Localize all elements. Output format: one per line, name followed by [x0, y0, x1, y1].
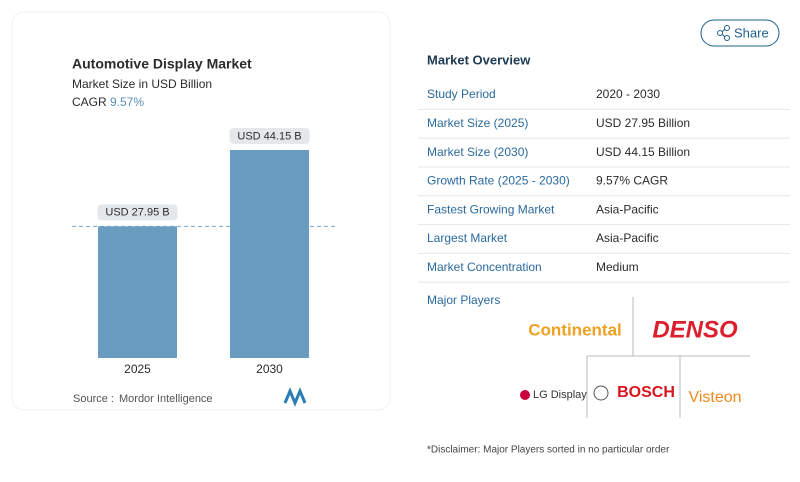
- x-tick-label: 2025: [124, 362, 151, 376]
- row-label: Market Size (2025): [427, 116, 528, 130]
- source: Mordor Intelligence: [119, 393, 213, 405]
- logo: [283, 387, 307, 407]
- bosch-icon: [593, 385, 609, 401]
- players-title: Major Players: [427, 293, 500, 307]
- row-value: USD 27.95 Billion: [596, 116, 690, 130]
- source-label: Source :: [73, 393, 114, 405]
- bar: [230, 150, 309, 358]
- x-tick-label: 2030: [256, 362, 283, 376]
- value-pill: [229, 128, 310, 144]
- row-value: USD 44.15 Billion: [596, 145, 690, 159]
- row-value: 9.57% CAGR: [596, 174, 668, 188]
- player-logo: Visteon: [688, 389, 741, 406]
- player-logo: BOSCH: [617, 384, 675, 401]
- row-label: Largest Market: [427, 231, 508, 245]
- value-label: USD 44.15 B: [237, 130, 301, 142]
- cagr-label: CAGR: [72, 95, 107, 109]
- share-label[interactable]: Share: [734, 25, 769, 40]
- chart-subtitle: Market Size in USD Billion: [72, 77, 212, 91]
- value-pill: [97, 204, 178, 221]
- lg-icon: [520, 390, 530, 400]
- row-value: 2020 - 2030: [596, 87, 660, 101]
- value-label: USD 27.95 B: [105, 207, 169, 219]
- cagr-value: 9.57%: [110, 95, 144, 109]
- row-label: Fastest Growing Market: [427, 202, 555, 216]
- row-label: Market Size (2030): [427, 145, 528, 159]
- row-value: Asia-Pacific: [596, 231, 659, 245]
- row-label: Study Period: [427, 87, 496, 101]
- player-logo: LG Display: [533, 389, 587, 401]
- chart-title: Automotive Display Market: [72, 56, 252, 72]
- row-value: Asia-Pacific: [596, 202, 659, 216]
- row-value: Medium: [596, 260, 639, 274]
- row-label: Market Concentration: [427, 260, 542, 274]
- share-button[interactable]: Share: [700, 19, 780, 47]
- player-logo: Continental: [528, 320, 622, 339]
- player-grid: [586, 297, 750, 418]
- disclaimer: *Disclaimer: Major Players sorted in no …: [427, 445, 670, 456]
- player-logo: DENSO: [652, 316, 738, 343]
- bar: [98, 226, 177, 358]
- overview-title: Market Overview: [427, 52, 531, 67]
- row-label: Growth Rate (2025 - 2030): [427, 174, 570, 188]
